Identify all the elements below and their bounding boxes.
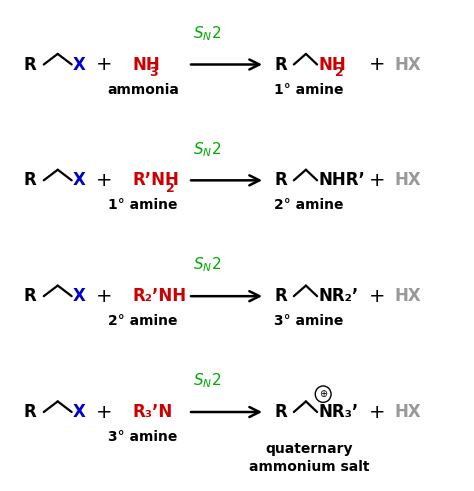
Text: R: R [23, 55, 36, 74]
Text: 1° amine: 1° amine [274, 82, 344, 97]
Text: +: + [368, 403, 385, 421]
Text: 2: 2 [166, 182, 174, 195]
Text: NR₃’: NR₃’ [319, 403, 359, 421]
Text: R₃’N: R₃’N [132, 403, 173, 421]
Text: 1° amine: 1° amine [108, 198, 178, 213]
Text: +: + [96, 403, 112, 421]
Text: +: + [368, 171, 385, 190]
Text: ammonia: ammonia [107, 82, 179, 97]
Text: +: + [96, 287, 112, 306]
Text: +: + [96, 55, 112, 74]
Text: R’NH: R’NH [132, 171, 179, 190]
Text: R: R [275, 403, 288, 421]
Text: 3° amine: 3° amine [108, 430, 178, 444]
Text: $S_{N}2$: $S_{N}2$ [192, 140, 221, 159]
Text: NR₂’: NR₂’ [319, 287, 359, 305]
Text: $S_{N}2$: $S_{N}2$ [192, 256, 221, 274]
Text: 3: 3 [149, 66, 158, 79]
Text: R: R [23, 287, 36, 305]
Text: 2: 2 [335, 66, 344, 79]
Text: 2° amine: 2° amine [108, 314, 178, 328]
Text: HX: HX [395, 403, 422, 421]
Text: R: R [275, 55, 288, 74]
Text: HX: HX [395, 55, 422, 74]
Text: R: R [23, 403, 36, 421]
Text: 2° amine: 2° amine [274, 198, 344, 213]
Text: R₂’NH: R₂’NH [132, 287, 186, 305]
Text: R: R [275, 287, 288, 305]
Text: X: X [73, 171, 86, 190]
Text: HX: HX [395, 171, 422, 190]
Text: NH: NH [132, 55, 160, 74]
Text: R: R [275, 171, 288, 190]
Text: X: X [73, 403, 86, 421]
Text: $S_{N}2$: $S_{N}2$ [192, 24, 221, 43]
Text: HX: HX [395, 287, 422, 305]
Text: 3° amine: 3° amine [274, 314, 344, 328]
Text: +: + [368, 287, 385, 306]
Text: X: X [73, 55, 86, 74]
Text: ⊕: ⊕ [319, 389, 327, 399]
Text: X: X [73, 287, 86, 305]
Text: $S_{N}2$: $S_{N}2$ [192, 372, 221, 390]
Text: NHR’: NHR’ [319, 171, 365, 190]
Text: NH: NH [319, 55, 346, 74]
Text: +: + [368, 55, 385, 74]
Text: +: + [96, 171, 112, 190]
Text: quaternary
ammonium salt: quaternary ammonium salt [249, 442, 369, 474]
Text: R: R [23, 171, 36, 190]
